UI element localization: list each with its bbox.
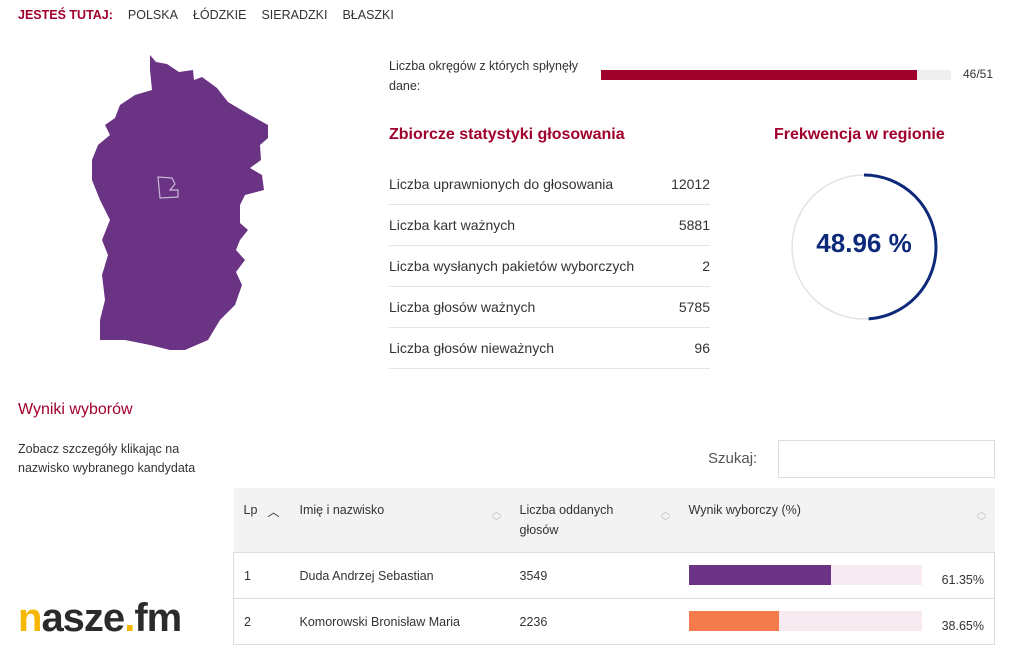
candidate-name-link[interactable]: Komorowski Bronisław Maria: [289, 598, 510, 645]
cell-lp: 2: [233, 598, 290, 645]
sort-icon: ︿ ﹀: [491, 507, 502, 528]
column-name-label: Imię i nazwisko: [299, 503, 385, 517]
result-bar: [688, 610, 922, 631]
cell-result: 38.65%: [678, 598, 995, 645]
sort-icon: ︿ ﹀: [660, 507, 671, 528]
results-title: Wyniki wyborów: [18, 401, 133, 418]
result-bar-fill: [688, 564, 832, 585]
municipality-outline[interactable]: [157, 176, 179, 199]
breadcrumb-blaszki[interactable]: BŁASZKI: [342, 8, 394, 22]
breadcrumb-polska[interactable]: POLSKA: [127, 8, 178, 22]
stat-value: 96: [694, 340, 710, 356]
stats-list: Liczba uprawnionych do głosowania 12012 L…: [389, 164, 710, 369]
stat-value: 12012: [671, 176, 710, 192]
cell-votes: 2236: [509, 598, 679, 645]
breadcrumb-sieradzki[interactable]: SIERADZKI: [261, 8, 328, 22]
breadcrumb: JESTEŚ TUTAJ: POLSKA ŁÓDZKIE SIERADZKI B…: [18, 8, 394, 22]
table-row[interactable]: 2 Komorowski Bronisław Maria 2236 38.65%: [233, 598, 995, 645]
column-result[interactable]: Wynik wyborczy (%) ︿ ﹀: [678, 488, 995, 553]
table-row[interactable]: 1 Duda Andrzej Sebastian 3549 61.35%: [233, 552, 995, 599]
candidate-name-link[interactable]: Duda Andrzej Sebastian: [289, 552, 510, 599]
gauge-arc: [790, 173, 938, 321]
result-percent: 61.35%: [941, 572, 984, 587]
results-description: Zobacz szczegóły klikając na nazwisko wy…: [18, 442, 196, 475]
column-votes[interactable]: Liczba oddanych głosów ︿ ﹀: [509, 488, 679, 553]
stat-label: Liczba uprawnionych do głosowania: [389, 176, 614, 192]
turnout-value: 48.96 %: [816, 228, 912, 258]
turnout-title: Frekwencja w regionie: [774, 126, 945, 143]
cell-result: 61.35%: [678, 552, 995, 599]
progress-value: 46/51: [963, 67, 994, 81]
stats-title: Zbiorcze statystyki głosowania: [389, 126, 625, 143]
search-label: Szukaj:: [708, 450, 758, 467]
breadcrumb-lodzkie[interactable]: ŁÓDZKIE: [192, 8, 247, 22]
region-map[interactable]: [80, 50, 280, 360]
column-name[interactable]: Imię i nazwisko ︿ ﹀: [289, 488, 510, 553]
stat-label: Liczba głosów nieważnych: [389, 340, 554, 356]
progress-bar: [601, 70, 951, 80]
breadcrumb-label: JESTEŚ TUTAJ:: [18, 8, 113, 22]
results-table: Lp ︿ Imię i nazwisko ︿ ﹀ Liczba oddanych gł…: [233, 488, 995, 645]
result-percent: 38.65%: [941, 618, 984, 633]
column-lp[interactable]: Lp ︿: [233, 488, 290, 553]
stat-row: Liczba głosów nieważnych 96: [389, 328, 710, 369]
sort-icon: ︿ ﹀: [976, 507, 987, 528]
column-lp-label: Lp: [243, 503, 258, 517]
progress-fill: [601, 70, 917, 80]
result-bar: [688, 564, 922, 585]
stat-value: 5785: [678, 299, 710, 315]
stat-value: 5881: [678, 217, 710, 233]
result-bar-fill: [688, 610, 779, 631]
stat-row: Liczba głosów ważnych 5785: [389, 287, 710, 328]
stat-label: Liczba głosów ważnych: [389, 299, 536, 315]
nasze-fm-logo: nasze.fm: [18, 596, 182, 640]
sort-asc-icon: ︿: [267, 505, 280, 519]
stat-row: Liczba wysłanych pakietów wyborczych 2: [389, 246, 710, 287]
turnout-gauge: [790, 173, 938, 321]
stat-label: Liczba kart ważnych: [389, 217, 516, 233]
stat-label: Liczba wysłanych pakietów wyborczych: [389, 258, 635, 274]
progress-label: Liczba okręgów z których spłynęły dane:: [389, 59, 578, 93]
stat-value: 2: [702, 258, 710, 274]
cell-lp: 1: [233, 552, 290, 599]
stat-row: Liczba uprawnionych do głosowania 12012: [389, 164, 710, 205]
column-result-label: Wynik wyborczy (%): [688, 503, 801, 517]
column-votes-label: Liczba oddanych głosów: [519, 503, 614, 537]
cell-votes: 3549: [509, 552, 679, 599]
search-input[interactable]: [778, 440, 995, 478]
stat-row: Liczba kart ważnych 5881: [389, 205, 710, 246]
